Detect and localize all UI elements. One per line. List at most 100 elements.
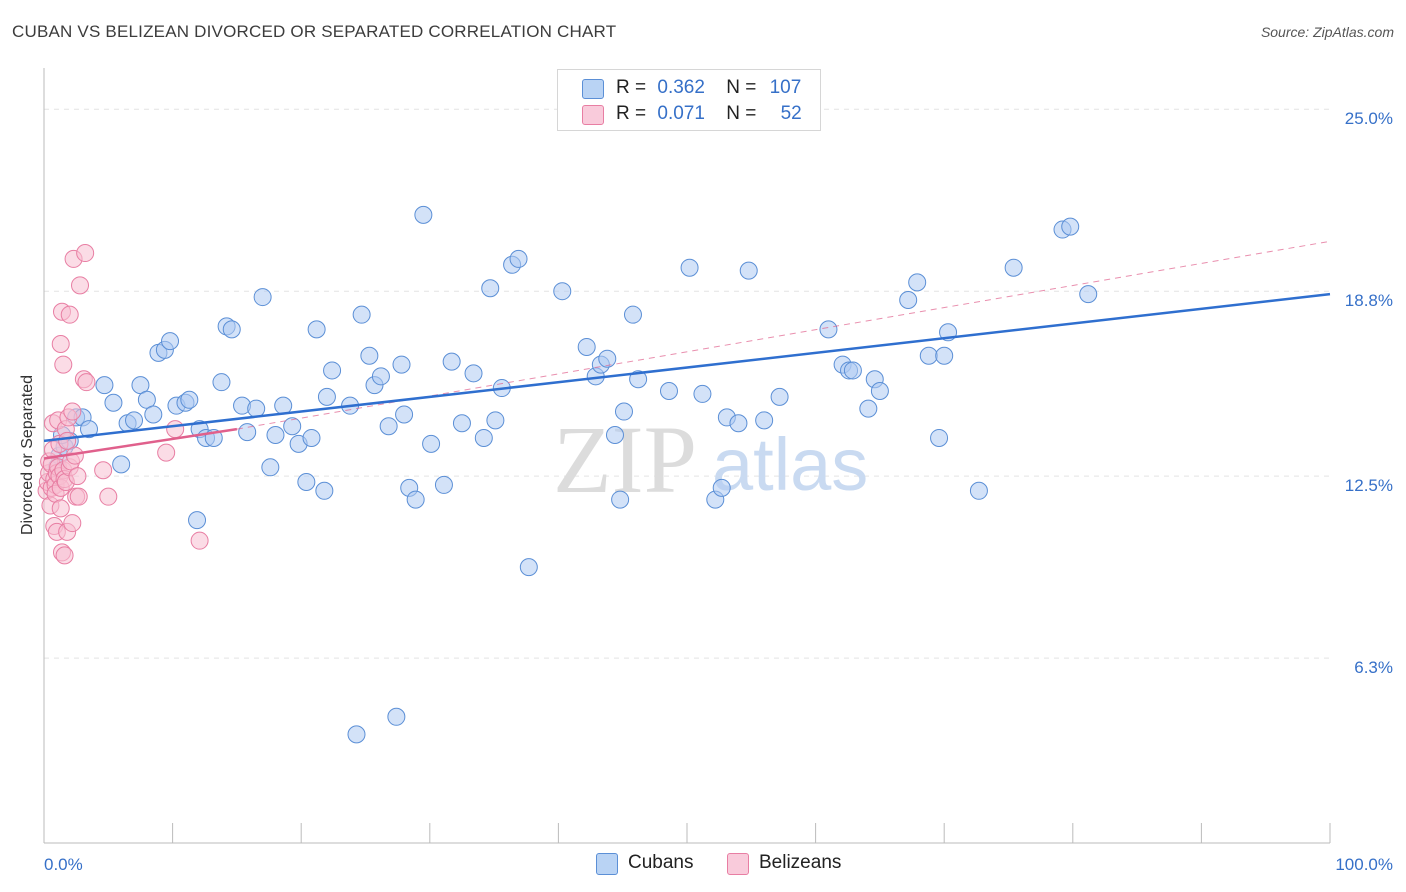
cubans-point: [729, 414, 748, 433]
cubans-point: [486, 411, 505, 430]
x-tick-label-max: 100.0%: [1335, 855, 1393, 874]
legend-r-label: R =: [616, 103, 647, 124]
belizeans-point: [94, 461, 113, 480]
legend-n-label: N =: [726, 103, 757, 124]
cubans-point: [629, 370, 648, 389]
belizeans-point: [51, 499, 70, 518]
belizeans-point: [76, 244, 95, 263]
cubans-point: [387, 707, 406, 726]
legend-r-value: 0.071: [657, 103, 705, 124]
legend-r-label: R =: [616, 77, 647, 98]
cubans-point: [238, 423, 257, 442]
cubans-point: [969, 481, 988, 500]
cubans-point: [274, 396, 293, 415]
belizeans-point: [63, 402, 82, 421]
y-tick-label: 12.5%: [1345, 476, 1393, 495]
series-belizeans-points: [37, 244, 209, 565]
belizeans-point: [68, 467, 87, 486]
belizeans-swatch: [582, 105, 604, 125]
cubans-point: [422, 434, 441, 453]
legend-n-value: 52: [780, 103, 802, 124]
cubans-point: [212, 373, 231, 392]
cubans-point: [1004, 258, 1023, 277]
cubans-point: [161, 332, 180, 351]
cubans-point: [930, 428, 949, 447]
belizeans-point: [99, 487, 118, 506]
cubans-swatch: [582, 79, 604, 99]
cubans-point: [371, 367, 390, 386]
cubans-point: [919, 346, 938, 365]
belizeans-point: [157, 443, 176, 462]
cubans-point: [598, 349, 617, 368]
belizeans-point: [51, 335, 70, 354]
cubans-point: [379, 417, 398, 436]
legend-n-label: N =: [726, 77, 757, 98]
cubans-point: [315, 481, 334, 500]
cubans-point: [297, 472, 316, 491]
cubans-point: [739, 261, 758, 280]
cubans-point: [104, 393, 123, 412]
belizeans-point: [71, 276, 90, 295]
cubans-point: [317, 387, 336, 406]
cubans-point: [434, 475, 453, 494]
belizeans-point: [190, 531, 209, 550]
chart-title: CUBAN VS BELIZEAN DIVORCED OR SEPARATED …: [12, 22, 617, 41]
cubans-point: [80, 420, 99, 439]
cubans-point: [899, 291, 918, 310]
cubans-point: [452, 414, 471, 433]
bottom-legend-label: Cubans: [628, 852, 694, 873]
cubans-point: [614, 402, 633, 421]
cubans-point: [770, 387, 789, 406]
y-tick-labels: 6.3% 12.5% 18.8% 25.0%: [1345, 109, 1393, 677]
cubans-point: [360, 346, 379, 365]
watermark: ZIP atlas: [553, 406, 868, 513]
y-tick-label: 6.3%: [1354, 658, 1393, 677]
cubans-point: [908, 273, 927, 292]
cubans-point: [144, 405, 163, 424]
belizeans-swatch: [727, 853, 749, 875]
series-cubans-points: [47, 205, 1098, 744]
cubans-point: [680, 258, 699, 277]
belizeans-point: [60, 305, 79, 324]
belizeans-point: [63, 514, 82, 533]
legend-r-value: 0.362: [657, 77, 705, 98]
cubans-point: [95, 376, 114, 395]
cubans-point: [1079, 285, 1098, 304]
cubans-point: [392, 355, 411, 374]
cubans-point: [859, 399, 878, 418]
cubans-point: [247, 399, 266, 418]
belizeans-point: [54, 355, 73, 374]
cubans-point: [659, 381, 678, 400]
cubans-point: [605, 426, 624, 445]
cubans-point: [307, 320, 326, 339]
cubans-point: [283, 417, 302, 436]
cubans-point: [266, 426, 285, 445]
y-tick-label: 18.8%: [1345, 291, 1393, 310]
trend-lines: [43, 240, 1331, 460]
cubans-point: [611, 490, 630, 509]
cubans-point: [553, 282, 572, 301]
cubans-point: [323, 361, 342, 380]
belizeans-point: [166, 420, 185, 439]
source-credit: Source: ZipAtlas.com: [1260, 24, 1394, 40]
cubans-point: [406, 490, 425, 509]
cubans-point: [180, 390, 199, 409]
cubans-trend-line: [43, 292, 1331, 443]
belizeans-point: [55, 546, 74, 565]
cubans-swatch: [596, 853, 618, 875]
legend-n-value: 107: [769, 77, 802, 98]
bottom-legend-label: Belizeans: [759, 852, 842, 873]
cubans-point: [302, 428, 321, 447]
cubans-point: [519, 558, 538, 577]
cubans-point: [222, 320, 241, 339]
cubans-point: [712, 478, 731, 497]
belizeans-point: [69, 487, 88, 506]
cubans-point: [843, 361, 862, 380]
cubans-point: [395, 405, 414, 424]
belizeans-trend-extension: [236, 240, 1331, 430]
x-tick-labels: 0.0% 100.0%: [44, 855, 1393, 874]
y-tick-label: 25.0%: [1345, 109, 1393, 128]
cubans-point: [347, 725, 366, 744]
cubans-point: [623, 305, 642, 324]
